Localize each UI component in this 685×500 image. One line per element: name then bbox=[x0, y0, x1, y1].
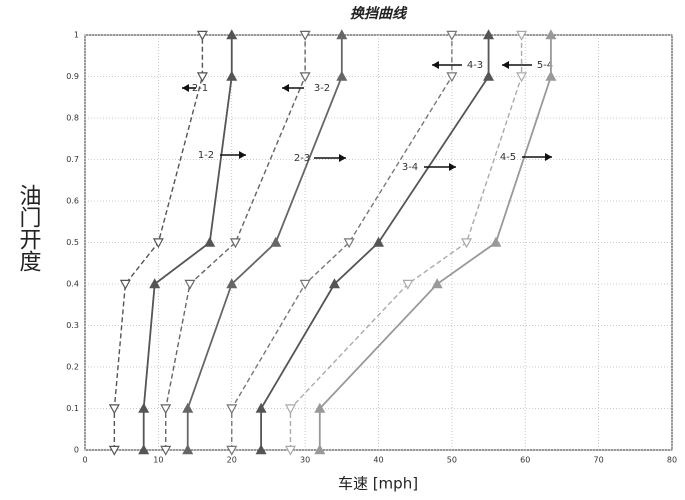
series-label: 5-4 bbox=[537, 60, 553, 71]
series-label: 4-3 bbox=[467, 60, 483, 71]
series-label: 1-2 bbox=[198, 150, 214, 161]
marker bbox=[160, 445, 172, 456]
marker bbox=[490, 236, 502, 247]
y-tick-label: 0.5 bbox=[66, 238, 79, 247]
series-line bbox=[165, 35, 306, 450]
x-tick-label: 40 bbox=[373, 456, 383, 465]
marker bbox=[431, 278, 443, 289]
marker bbox=[328, 278, 340, 289]
series-line bbox=[142, 35, 233, 450]
marker bbox=[483, 29, 495, 40]
marker bbox=[343, 238, 355, 249]
marker bbox=[299, 279, 311, 290]
marker bbox=[138, 444, 150, 455]
marker bbox=[196, 30, 208, 41]
x-tick-label: 80 bbox=[667, 456, 677, 465]
series-label: 2-3 bbox=[294, 153, 310, 164]
series-label: 3-2 bbox=[314, 83, 330, 94]
y-tick-label: 1 bbox=[74, 31, 79, 40]
series-line bbox=[318, 35, 552, 450]
marker bbox=[516, 72, 528, 83]
marker bbox=[270, 236, 282, 247]
y-axis-label: 油门开度 bbox=[16, 184, 42, 272]
arrow-head bbox=[545, 153, 552, 161]
marker bbox=[545, 70, 557, 81]
y-tick-label: 0.6 bbox=[66, 197, 79, 206]
x-tick-label: 10 bbox=[153, 456, 163, 465]
marker bbox=[336, 29, 348, 40]
x-axis-label: 车速 [mph] bbox=[338, 475, 418, 493]
marker bbox=[336, 70, 348, 81]
y-tick-label: 0.3 bbox=[66, 321, 79, 330]
marker bbox=[149, 278, 161, 289]
series-line bbox=[186, 35, 343, 450]
marker bbox=[138, 402, 150, 413]
marker bbox=[284, 404, 296, 415]
marker bbox=[226, 70, 238, 81]
marker bbox=[226, 404, 238, 415]
marker bbox=[446, 30, 458, 41]
marker bbox=[299, 72, 311, 83]
y-tick-label: 0.7 bbox=[66, 155, 79, 164]
marker bbox=[483, 70, 495, 81]
arrow-head bbox=[339, 154, 346, 162]
marker bbox=[545, 29, 557, 40]
marker bbox=[182, 402, 194, 413]
marker bbox=[255, 444, 267, 455]
y-tick-label: 0.4 bbox=[66, 280, 79, 289]
arrow-head bbox=[182, 84, 189, 92]
series-label: 4-5 bbox=[500, 152, 516, 163]
marker bbox=[461, 238, 473, 249]
y-tick-label: 0.1 bbox=[66, 404, 79, 413]
marker bbox=[299, 30, 311, 41]
arrow-head bbox=[282, 84, 289, 92]
marker bbox=[226, 445, 238, 456]
marker bbox=[255, 402, 267, 413]
marker bbox=[229, 238, 241, 249]
marker bbox=[372, 236, 385, 247]
x-tick-label: 50 bbox=[447, 456, 457, 465]
y-tick-label: 0.2 bbox=[66, 363, 79, 372]
x-tick-label: 30 bbox=[300, 456, 310, 465]
marker bbox=[516, 30, 528, 41]
marker bbox=[152, 238, 164, 249]
marker bbox=[182, 444, 194, 455]
marker bbox=[204, 236, 216, 247]
marker bbox=[108, 404, 120, 415]
series-line bbox=[231, 35, 453, 450]
marker bbox=[184, 279, 196, 290]
y-tick-label: 0 bbox=[74, 446, 79, 455]
series-line bbox=[289, 35, 523, 450]
arrow-head bbox=[432, 61, 439, 69]
marker bbox=[446, 72, 458, 83]
series-label: 3-4 bbox=[402, 162, 418, 173]
arrow-head bbox=[449, 163, 456, 171]
y-tick-label: 0.8 bbox=[66, 114, 79, 123]
series-line bbox=[260, 35, 490, 450]
chart-title: 换挡曲线 bbox=[350, 5, 408, 22]
marker bbox=[402, 279, 414, 290]
series-label: 2-1 bbox=[192, 83, 208, 94]
marker bbox=[226, 278, 238, 289]
x-tick-label: 20 bbox=[227, 456, 237, 465]
y-tick-label: 0.9 bbox=[66, 72, 79, 81]
marker bbox=[314, 402, 326, 413]
arrow-head bbox=[502, 61, 509, 69]
marker bbox=[284, 445, 296, 456]
marker bbox=[119, 279, 131, 290]
marker bbox=[314, 444, 326, 455]
marker bbox=[108, 445, 120, 456]
marker bbox=[196, 72, 208, 83]
x-tick-label: 0 bbox=[82, 456, 87, 465]
x-tick-label: 60 bbox=[520, 456, 530, 465]
marker bbox=[226, 29, 238, 40]
series-line bbox=[113, 35, 204, 450]
marker bbox=[160, 404, 172, 415]
x-tick-label: 70 bbox=[594, 456, 604, 465]
arrow-head bbox=[239, 151, 246, 159]
